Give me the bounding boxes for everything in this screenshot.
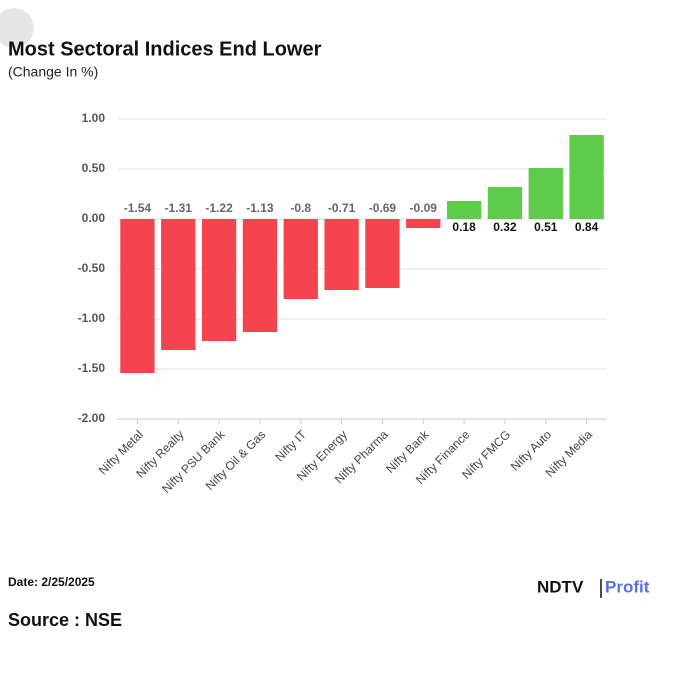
logo-left: NDTV — [537, 577, 584, 596]
date: Date: 2/25/2025 — [8, 575, 95, 589]
bar — [528, 168, 563, 219]
value-label: -0.8 — [290, 201, 311, 215]
value-label: -0.09 — [410, 201, 438, 215]
bar — [120, 219, 155, 373]
logo-right: Profit — [605, 577, 650, 596]
bar — [365, 219, 400, 288]
y-tick-label: 0.00 — [82, 211, 106, 225]
y-tick-label: 0.50 — [82, 161, 106, 175]
value-label: -1.31 — [165, 201, 193, 215]
value-label: -1.13 — [246, 201, 274, 215]
bar — [201, 219, 237, 341]
value-label: 0.84 — [575, 220, 599, 234]
value-label: -1.54 — [124, 201, 152, 215]
y-tick-label: -0.50 — [78, 261, 106, 275]
x-tick-label: Nifty IT — [272, 427, 309, 464]
bar — [161, 219, 196, 350]
chart-title: Most Sectoral Indices End Lower — [8, 38, 322, 60]
y-tick-label: -2.00 — [78, 411, 106, 425]
bar — [324, 219, 359, 290]
decor-circle — [0, 8, 34, 48]
y-tick-label: -1.50 — [78, 361, 106, 375]
y-tick-label: 1.00 — [82, 111, 106, 125]
bar — [406, 219, 441, 228]
bar — [242, 219, 278, 332]
value-label: -0.69 — [369, 201, 397, 215]
chart-subtitle: (Change In %) — [8, 64, 98, 80]
value-label: -0.71 — [328, 201, 356, 215]
bar — [283, 219, 318, 299]
value-label: -1.22 — [205, 201, 233, 215]
bar — [487, 187, 523, 219]
value-label: 0.32 — [493, 220, 517, 234]
bar — [569, 135, 604, 219]
y-tick-label: -1.00 — [78, 311, 106, 325]
value-label: 0.18 — [452, 220, 476, 234]
source: Source : NSE — [8, 610, 122, 630]
bar — [446, 201, 482, 219]
value-label: 0.51 — [534, 220, 558, 234]
